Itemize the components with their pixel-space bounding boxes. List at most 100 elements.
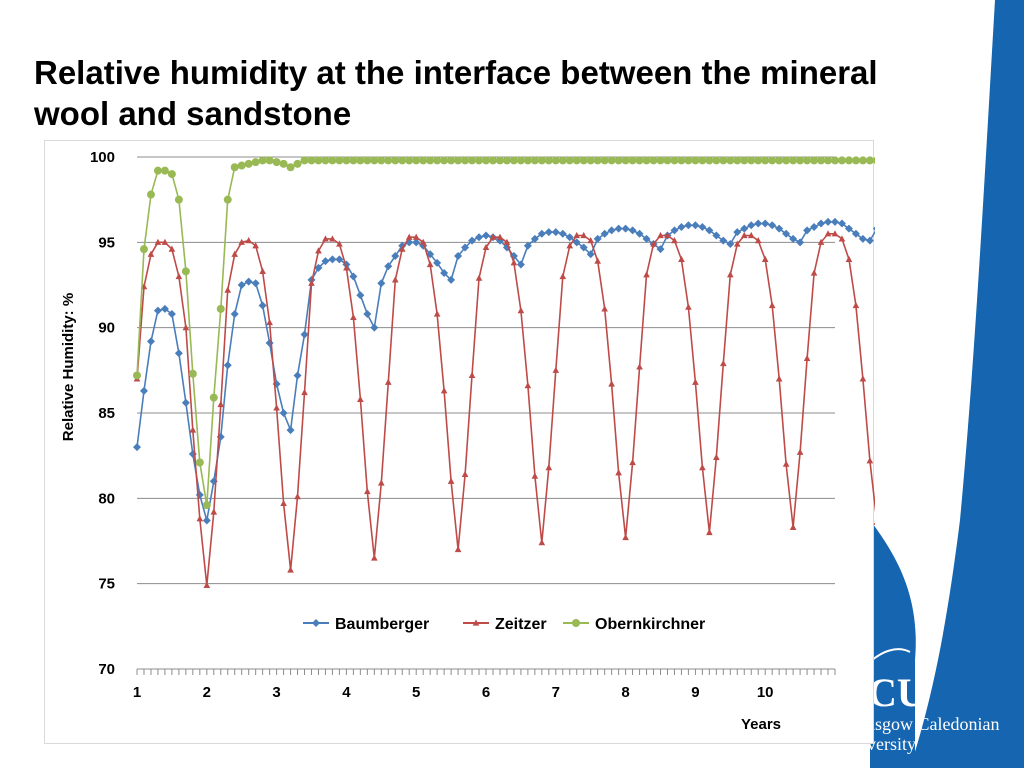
- data-point: [343, 264, 350, 271]
- data-point: [608, 380, 615, 387]
- data-point: [586, 250, 595, 259]
- data-point: [691, 156, 700, 165]
- data-point: [398, 245, 406, 252]
- data-point: [454, 251, 463, 260]
- data-point: [182, 324, 190, 331]
- data-point: [768, 156, 777, 165]
- data-point: [516, 156, 525, 165]
- x-tick-label: 9: [691, 684, 699, 701]
- data-point: [426, 156, 435, 165]
- data-point: [579, 156, 588, 165]
- data-point: [475, 274, 483, 281]
- data-point: [761, 255, 769, 262]
- data-point: [551, 156, 560, 165]
- data-point: [315, 247, 322, 254]
- data-point: [293, 371, 302, 380]
- data-point: [851, 156, 860, 165]
- data-point: [384, 262, 393, 271]
- x-tick-label: 8: [621, 684, 629, 701]
- data-point: [210, 508, 218, 515]
- data-point: [502, 156, 511, 165]
- legend: Baumberger Zeitzer Obernkirchner: [303, 616, 705, 633]
- data-point: [244, 277, 253, 286]
- data-point: [524, 382, 532, 389]
- data-point: [643, 271, 650, 278]
- data-point: [851, 229, 860, 238]
- x-tick-label: 10: [757, 684, 774, 701]
- data-point: [685, 303, 692, 310]
- legend-item: Baumberger: [303, 616, 429, 633]
- chart: 70 75 80 85 90 95 100 1 2 3 4 5 6 7 8 9 10 Relative Humi…: [60, 149, 875, 733]
- data-point: [705, 156, 714, 165]
- data-point: [677, 222, 686, 231]
- data-point: [678, 255, 685, 262]
- data-point: [671, 237, 678, 244]
- data-point: [775, 224, 784, 233]
- data-point: [817, 219, 826, 228]
- brand-band-shape: [910, 0, 1024, 768]
- data-point: [664, 231, 671, 239]
- data-point: [209, 393, 218, 402]
- data-point: [279, 409, 288, 417]
- data-point: [761, 219, 770, 228]
- data-point: [266, 318, 273, 326]
- data-point: [642, 234, 651, 243]
- data-point: [223, 195, 232, 204]
- data-point: [698, 156, 707, 165]
- data-point: [230, 310, 239, 319]
- data-point: [852, 301, 860, 309]
- data-point: [691, 221, 700, 230]
- data-point: [789, 523, 797, 530]
- data-point: [607, 226, 616, 235]
- data-point: [629, 458, 636, 466]
- data-point: [440, 387, 448, 394]
- data-point: [865, 236, 874, 245]
- data-point: [586, 156, 595, 165]
- data-point: [747, 221, 756, 230]
- data-point: [433, 258, 442, 267]
- data-point: [482, 156, 490, 165]
- data-point: [146, 337, 155, 346]
- data-point: [224, 286, 232, 293]
- data-point: [747, 156, 756, 165]
- data-point: [712, 231, 721, 240]
- data-point: [796, 238, 805, 247]
- data-point: [489, 233, 497, 240]
- data-point: [370, 323, 379, 332]
- data-point: [572, 619, 580, 627]
- data-point: [454, 545, 462, 553]
- data-point: [782, 156, 791, 165]
- brand-band-shape-lower: [870, 520, 916, 768]
- data-point: [565, 233, 574, 242]
- data-point: [594, 257, 601, 264]
- data-point: [844, 224, 853, 233]
- data-point: [328, 156, 337, 165]
- data-point: [865, 156, 874, 165]
- data-point: [796, 156, 805, 165]
- data-point: [614, 156, 623, 165]
- y-tick-label: 75: [98, 576, 115, 593]
- data-point: [552, 366, 560, 373]
- data-point: [698, 222, 707, 231]
- data-point: [858, 156, 867, 165]
- data-point: [391, 156, 400, 165]
- data-point: [537, 156, 546, 165]
- data-point: [160, 304, 169, 313]
- y-tick-label: 70: [98, 661, 115, 678]
- data-point: [363, 310, 372, 319]
- university-logo: CU: [868, 648, 926, 715]
- data-point: [580, 231, 588, 239]
- data-point: [837, 219, 846, 228]
- data-point: [754, 219, 763, 228]
- series-layer: [133, 156, 875, 588]
- data-point: [495, 156, 504, 165]
- data-point: [321, 257, 330, 266]
- data-point: [202, 516, 211, 525]
- data-point: [593, 234, 602, 243]
- data-point: [335, 255, 344, 264]
- data-point: [488, 156, 497, 165]
- data-point: [733, 156, 742, 165]
- data-point: [181, 398, 190, 407]
- data-point: [251, 279, 260, 288]
- data-point: [188, 369, 197, 378]
